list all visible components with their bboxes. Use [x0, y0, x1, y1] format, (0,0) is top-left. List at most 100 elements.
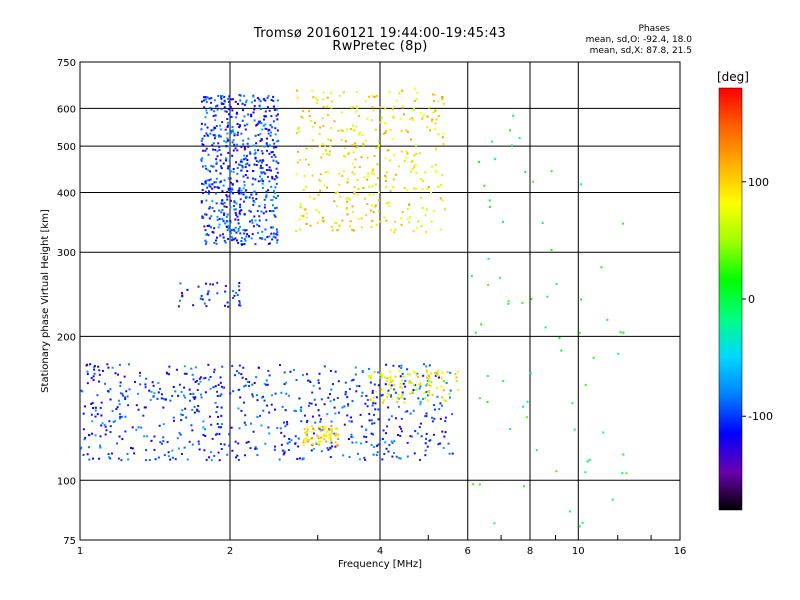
data-point	[312, 427, 315, 430]
data-point	[264, 127, 267, 130]
data-point	[333, 221, 336, 224]
data-point	[207, 363, 210, 366]
data-point	[324, 144, 327, 147]
data-point	[172, 419, 175, 422]
data-point	[217, 186, 220, 189]
data-point	[345, 208, 348, 211]
data-point	[224, 128, 227, 131]
x-axis-label: Frequency [MHz]	[338, 559, 422, 570]
data-point	[254, 243, 257, 246]
data-point	[237, 285, 240, 288]
data-point	[435, 118, 438, 121]
data-point	[353, 229, 356, 232]
data-point	[216, 155, 219, 158]
data-point	[265, 210, 268, 213]
data-point	[373, 206, 376, 209]
data-point	[384, 179, 387, 182]
data-point	[121, 392, 124, 395]
data-point	[136, 392, 139, 395]
data-point	[228, 159, 231, 162]
data-point	[376, 451, 379, 454]
data-point	[204, 243, 207, 246]
data-point	[385, 176, 388, 179]
data-point	[143, 435, 146, 438]
data-point	[384, 157, 387, 160]
data-point	[204, 239, 207, 242]
colorbar-tick-label: -100	[748, 410, 773, 423]
data-point	[217, 226, 220, 229]
data-point	[393, 154, 396, 157]
data-point	[256, 399, 259, 402]
data-point	[371, 389, 374, 392]
data-point	[323, 427, 326, 430]
data-point	[354, 373, 357, 376]
data-point	[281, 405, 284, 408]
data-point	[114, 420, 117, 423]
data-point	[302, 188, 305, 191]
data-point	[197, 382, 200, 385]
data-point	[523, 485, 526, 488]
data-point	[372, 433, 375, 436]
data-point	[223, 106, 226, 109]
data-point	[214, 119, 217, 122]
data-point	[382, 429, 385, 432]
data-point	[272, 120, 275, 123]
data-point	[242, 175, 245, 178]
data-point	[330, 106, 333, 109]
data-point	[367, 367, 370, 370]
data-point	[416, 388, 419, 391]
data-point	[439, 417, 442, 420]
data-point	[220, 406, 223, 409]
data-point	[151, 381, 154, 384]
data-point	[233, 374, 236, 377]
data-point	[235, 291, 238, 294]
data-point	[275, 206, 278, 209]
data-point	[273, 448, 276, 451]
data-point	[333, 398, 336, 401]
data-point	[356, 193, 359, 196]
data-point	[257, 180, 260, 183]
data-point	[373, 383, 376, 386]
data-point	[84, 436, 87, 439]
data-point	[428, 393, 431, 396]
data-point	[239, 304, 242, 307]
data-point	[266, 106, 269, 109]
data-point	[219, 159, 222, 162]
data-point	[234, 100, 237, 103]
data-point	[373, 154, 376, 157]
data-point	[273, 178, 276, 181]
data-point	[214, 239, 217, 242]
data-point	[441, 174, 444, 177]
data-point	[340, 111, 343, 114]
data-point	[208, 415, 211, 418]
data-point	[324, 149, 327, 152]
data-point	[342, 91, 345, 94]
data-point	[329, 145, 332, 148]
data-point	[223, 212, 226, 215]
data-point	[243, 154, 246, 157]
data-point	[235, 213, 238, 216]
data-point	[311, 415, 314, 418]
data-point	[353, 173, 356, 176]
data-point	[362, 144, 365, 147]
data-point	[622, 453, 625, 456]
data-point	[241, 109, 244, 112]
data-point	[363, 176, 366, 179]
data-point	[377, 145, 380, 148]
data-point	[412, 230, 415, 233]
data-point	[419, 403, 422, 406]
data-point	[255, 376, 258, 379]
data-point	[357, 217, 360, 220]
data-point	[354, 158, 357, 161]
data-point	[92, 375, 95, 378]
data-point	[345, 206, 348, 209]
data-point	[397, 369, 400, 372]
data-point	[509, 129, 512, 132]
data-point	[283, 383, 286, 386]
data-point	[242, 143, 245, 146]
data-point	[261, 128, 264, 131]
data-point	[319, 189, 322, 192]
data-point	[218, 149, 221, 152]
data-point	[480, 323, 483, 326]
data-point	[530, 298, 533, 301]
